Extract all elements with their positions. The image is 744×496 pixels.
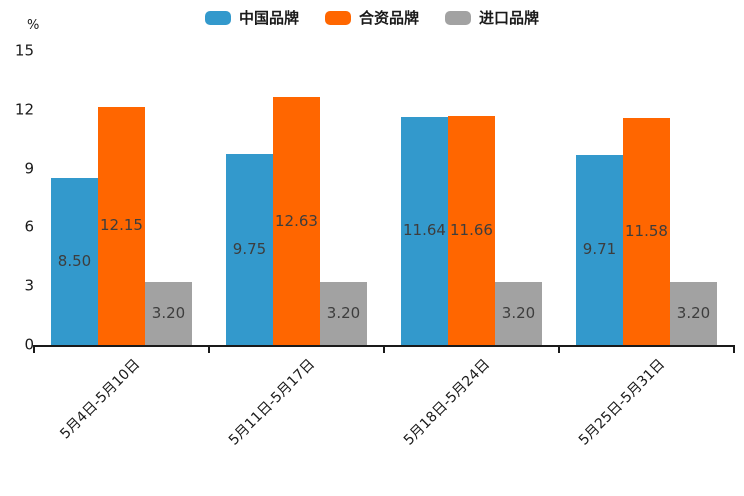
y-tick-label: 0 <box>24 335 34 354</box>
bar-value-label: 11.64 <box>403 221 446 240</box>
y-axis-unit-label: % <box>27 18 40 33</box>
bar-合资品牌-2[interactable]: 12.63 <box>273 97 320 345</box>
legend-item-label: 进口品牌 <box>479 8 540 27</box>
x-category-label: 5月25日-5月31日 <box>575 356 669 449</box>
legend-swatch-icon <box>445 11 471 25</box>
bar-合资品牌-1[interactable]: 12.15 <box>98 106 145 345</box>
bar-value-label: 11.58 <box>625 222 668 240</box>
y-tick-label: 15 <box>14 41 34 60</box>
x-axis-tick <box>733 347 735 353</box>
bar-进口品牌-4[interactable]: 3.20 <box>670 282 717 345</box>
bar-value-label: 3.20 <box>676 304 711 323</box>
legend-item-label: 中国品牌 <box>238 8 299 27</box>
bar-合资品牌-4[interactable]: 11.58 <box>623 118 670 345</box>
x-axis-tick <box>558 347 560 353</box>
x-category-label: 5月11日-5月17日 <box>225 356 319 449</box>
legend-swatch-icon <box>324 11 351 25</box>
x-axis-tick <box>33 347 35 353</box>
bar-value-label: 9.71 <box>582 240 617 259</box>
y-tick-label: 3 <box>24 276 34 295</box>
bar-中国品牌-3[interactable]: 11.64 <box>401 116 448 345</box>
bar-value-label: 3.20 <box>151 304 186 323</box>
bar-进口品牌-3[interactable]: 3.20 <box>495 282 542 345</box>
bar-中国品牌-1[interactable]: 8.50 <box>51 178 98 345</box>
bar-合资品牌-3[interactable]: 11.66 <box>448 116 495 345</box>
bar-value-label: 12.63 <box>275 211 318 230</box>
bar-value-label: 9.75 <box>232 239 267 258</box>
x-axis-line <box>33 345 735 347</box>
x-category-label: 5月4日-5月10日 <box>57 356 144 443</box>
bar-value-label: 3.20 <box>501 304 536 323</box>
bar-value-label: 12.15 <box>100 216 143 235</box>
legend-item-series-1[interactable]: 中国品牌 <box>204 8 299 27</box>
bar-value-label: 3.20 <box>326 304 361 323</box>
legend-item-series-3[interactable]: 进口品牌 <box>445 8 540 27</box>
y-tick-label: 6 <box>24 217 34 236</box>
bar-中国品牌-4[interactable]: 9.71 <box>576 154 623 345</box>
bar-进口品牌-2[interactable]: 3.20 <box>320 282 367 345</box>
bar-中国品牌-2[interactable]: 9.75 <box>226 153 273 345</box>
legend-item-label: 合资品牌 <box>358 8 419 27</box>
legend-item-series-2[interactable]: 合资品牌 <box>324 8 419 27</box>
legend: 中国品牌 合资品牌 进口品牌 <box>0 6 744 30</box>
bar-value-label: 8.50 <box>57 252 92 271</box>
y-tick-label: 12 <box>14 100 34 119</box>
x-category-label: 5月18日-5月24日 <box>400 356 494 449</box>
bar-进口品牌-1[interactable]: 3.20 <box>145 282 192 345</box>
bar-value-label: 11.66 <box>450 221 493 240</box>
x-axis-tick <box>208 347 210 353</box>
x-axis-tick <box>383 347 385 353</box>
y-tick-label: 9 <box>24 159 34 178</box>
legend-swatch-icon <box>204 11 231 25</box>
